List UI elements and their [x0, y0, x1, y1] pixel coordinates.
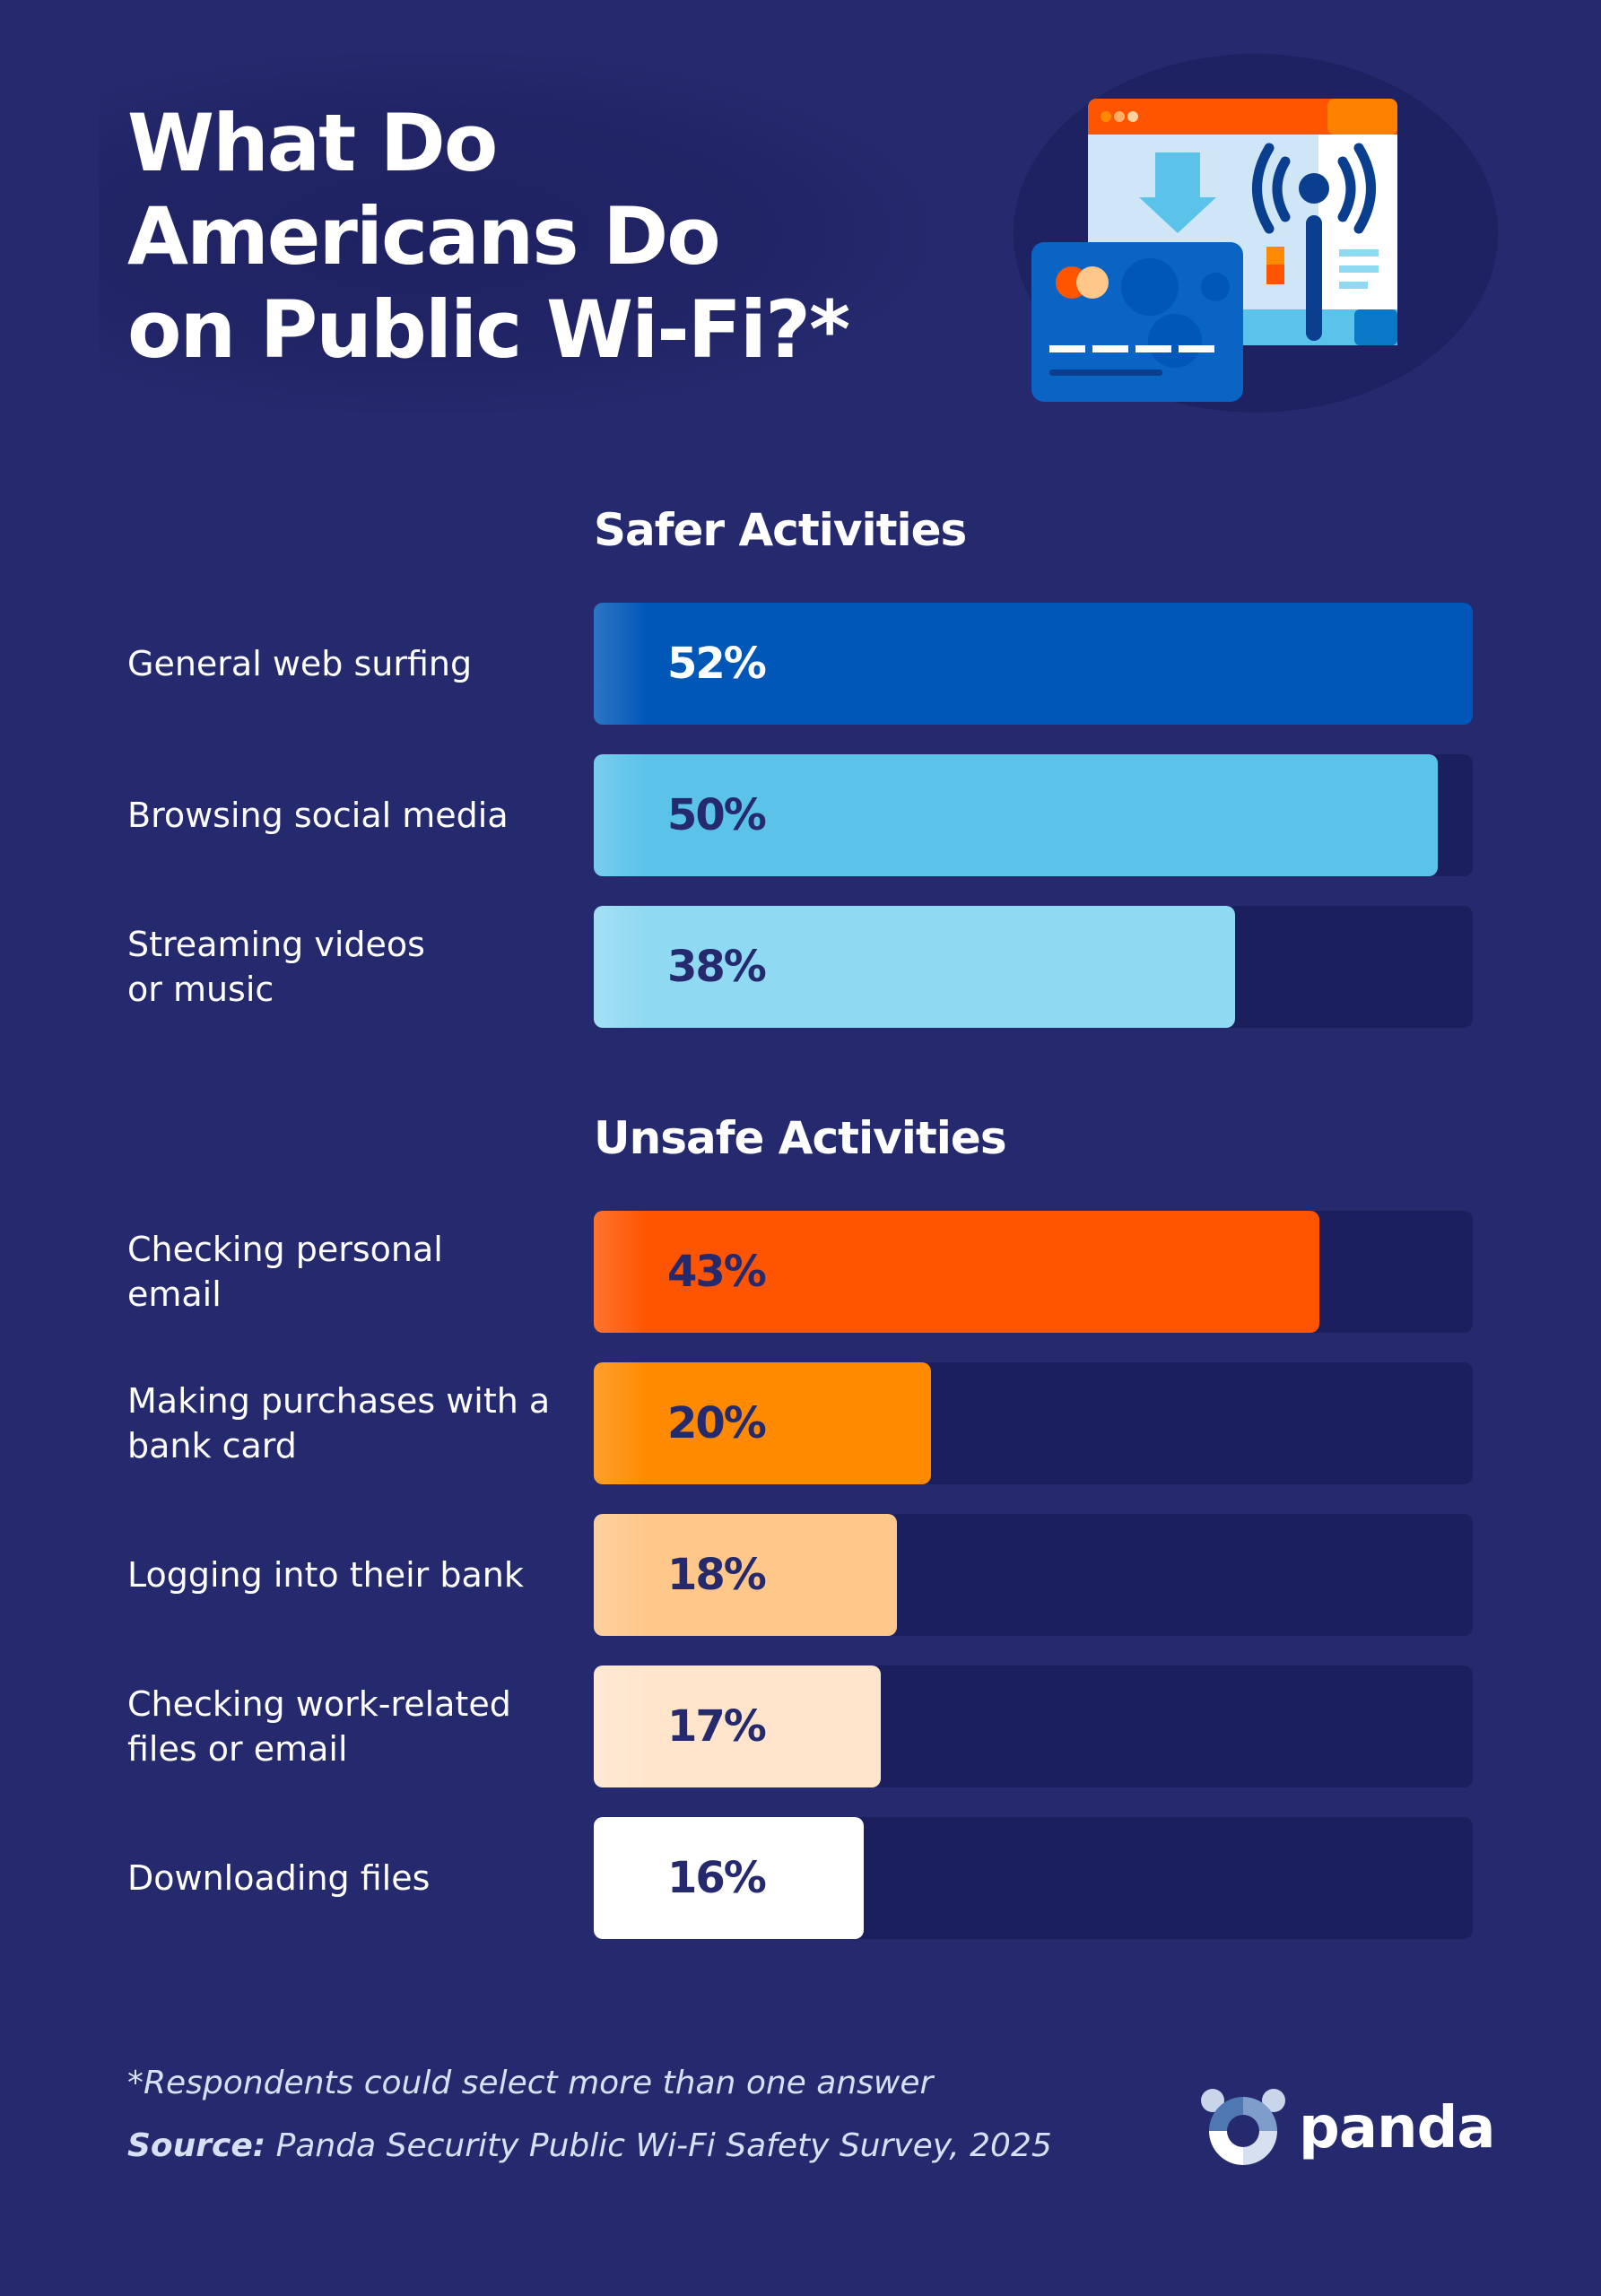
bar-logging-into-bank: 18%	[594, 1514, 897, 1636]
bar-checking-personal-email: 43%	[594, 1211, 1319, 1333]
bar-value: 50%	[667, 790, 767, 840]
bar-downloading-files: 16%	[594, 1817, 864, 1939]
bar-value: 18%	[667, 1550, 767, 1600]
safer-activities-heading: Safer Activities	[594, 504, 967, 556]
bar-value: 16%	[667, 1853, 767, 1903]
bar-track-general-web-surfing: 52%	[594, 603, 1473, 725]
bar-general-web-surfing: 52%	[594, 603, 1473, 725]
panda-logo: panda	[1200, 2088, 1496, 2169]
title-backdrop	[99, 54, 924, 413]
row-label-streaming-videos: Streaming videos or music	[127, 925, 425, 1009]
bar-track-streaming-videos: 38%	[594, 906, 1473, 1028]
unsafe-activities-heading: Unsafe Activities	[594, 1112, 1007, 1164]
page-title: What Do Americans Do on Public Wi-Fi?*	[127, 97, 850, 377]
bar-browsing-social-media: 50%	[594, 754, 1438, 876]
title-line-2: Americans Do	[127, 190, 721, 283]
title-line-1: What Do	[127, 97, 498, 189]
row-label-logging-into-bank: Logging into their bank	[127, 1555, 524, 1595]
row-label-checking-work-files: Checking work-related files or email	[127, 1684, 511, 1769]
bar-checking-work-files: 17%	[594, 1665, 881, 1787]
footnote: *Respondents could select more than one …	[127, 2065, 934, 2101]
bar-track-downloading-files: 16%	[594, 1817, 1473, 1939]
row-label-making-purchases: Making purchases with a bank card	[127, 1381, 551, 1465]
source-citation: Source: Panda Security Public Wi-Fi Safe…	[127, 2127, 1052, 2164]
logo-wordmark: panda	[1299, 2095, 1496, 2161]
bar-value: 43%	[667, 1247, 767, 1297]
row-label-browsing-social-media: Browsing social media	[127, 796, 509, 835]
bar-track-checking-work-files: 17%	[594, 1665, 1473, 1787]
bar-track-logging-into-bank: 18%	[594, 1514, 1473, 1636]
row-label-general-web-surfing: General web surfing	[127, 644, 473, 683]
bar-making-purchases: 20%	[594, 1362, 931, 1484]
bar-value: 17%	[667, 1701, 767, 1752]
bar-value: 20%	[667, 1398, 767, 1448]
bar-value: 52%	[667, 639, 767, 689]
bar-value: 38%	[667, 942, 767, 992]
panda-bear-logo-icon	[1201, 2089, 1285, 2165]
bar-track-checking-personal-email: 43%	[594, 1211, 1473, 1333]
bar-streaming-videos: 38%	[594, 906, 1235, 1028]
bar-track-making-purchases: 20%	[594, 1362, 1473, 1484]
source-label: Source:	[127, 2127, 266, 2164]
row-label-checking-personal-email: Checking personal email	[127, 1230, 443, 1314]
title-line-3: on Public Wi-Fi?*	[127, 283, 850, 376]
source-text: Panda Security Public Wi-Fi Safety Surve…	[275, 2127, 1052, 2164]
wifi-browser-card-illustration-icon	[1014, 54, 1498, 413]
row-label-downloading-files: Downloading files	[127, 1858, 431, 1898]
bar-track-browsing-social-media: 50%	[594, 754, 1473, 876]
